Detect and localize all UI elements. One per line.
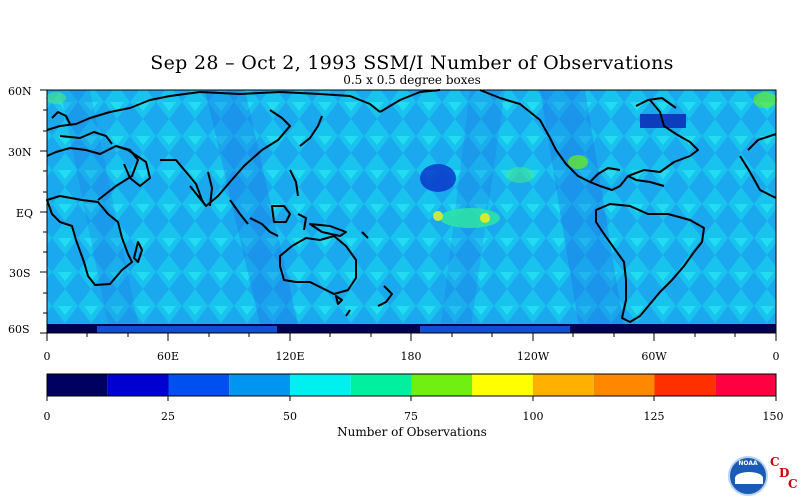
colorbar-label-150: 150: [762, 410, 784, 423]
lon-label-60e: 60E: [156, 350, 180, 363]
colorbar-box: [47, 374, 108, 396]
noaa-logo: NOAA: [728, 456, 768, 496]
colorbar-label-100: 100: [522, 410, 544, 423]
map-subtitle: 0.5 x 0.5 degree boxes: [343, 73, 481, 87]
colorbar-box: [168, 374, 230, 396]
lon-label-0: 0: [43, 350, 51, 363]
colorbar-title: Number of Observations: [337, 425, 487, 439]
lon-label-180: 180: [400, 350, 422, 363]
lon-label-120e: 120E: [275, 350, 305, 363]
colorbar-box: [290, 374, 351, 396]
colorbar-box: [715, 374, 776, 396]
colorbar-box: [107, 374, 169, 396]
cdc-logo-d: D: [779, 466, 790, 480]
colorbar-ticks: [46, 396, 777, 401]
map-title: Sep 28 – Oct 2, 1993 SSM/I Number of Obs…: [150, 52, 674, 74]
colorbar-box: [411, 374, 473, 396]
latitude-ticks: [40, 89, 47, 334]
noaa-logo-text: NOAA: [738, 460, 758, 467]
colorbar-box: [350, 374, 412, 396]
cdc-logo-c2: C: [788, 477, 798, 491]
colorbar-label-0: 0: [43, 410, 51, 423]
coastlines: [46, 89, 777, 323]
lat-label-60s: 60S: [8, 323, 30, 336]
colorbar-box: [229, 374, 290, 396]
lon-label-60w: 60W: [641, 350, 667, 363]
cdc-logo-c1: C: [770, 455, 780, 469]
lon-label-120w: 120W: [516, 350, 550, 363]
colorbar-box: [593, 374, 655, 396]
lon-label-0-end: 0: [772, 350, 780, 363]
lat-label-60n: 60N: [8, 85, 32, 98]
colorbar-label-25: 25: [161, 410, 175, 423]
observation-field: [46, 90, 777, 333]
lat-label-eq: EQ: [16, 207, 34, 220]
colorbar: [46, 373, 777, 397]
lat-label-30s: 30S: [9, 267, 31, 280]
colorbar-box: [472, 374, 533, 396]
colorbar-label-125: 125: [643, 410, 665, 423]
noaa-bird-icon: [735, 472, 763, 484]
colorbar-box: [654, 374, 716, 396]
colorbar-label-50: 50: [283, 410, 297, 423]
colorbar-box: [533, 374, 594, 396]
colorbar-label-75: 75: [404, 410, 418, 423]
longitude-ticks: [46, 333, 777, 341]
lat-label-30n: 30N: [8, 146, 32, 159]
